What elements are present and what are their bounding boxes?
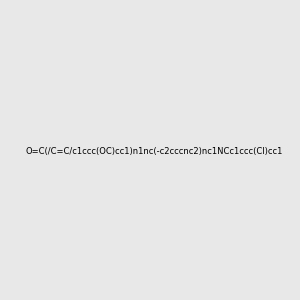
Text: O=C(/C=C/c1ccc(OC)cc1)n1nc(-c2cccnc2)nc1NCc1ccc(Cl)cc1: O=C(/C=C/c1ccc(OC)cc1)n1nc(-c2cccnc2)nc1…: [25, 147, 282, 156]
